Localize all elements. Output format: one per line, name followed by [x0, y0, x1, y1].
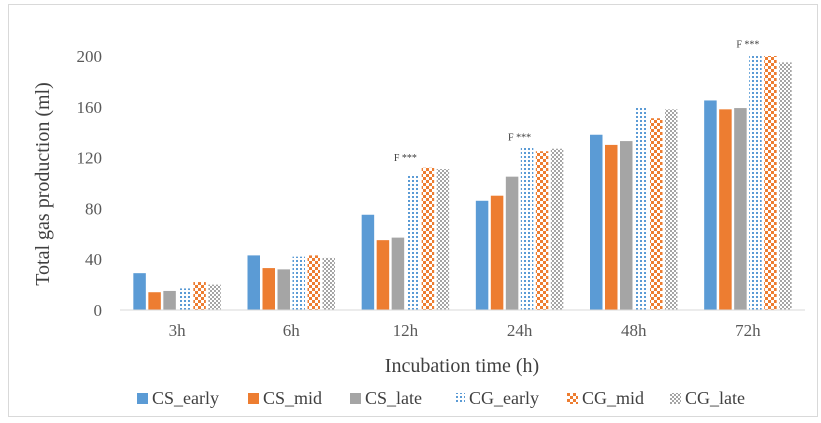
bar-CS_early-3h	[133, 273, 146, 310]
legend-swatch-CG_early	[454, 393, 465, 404]
bar-CG_mid-12h	[421, 167, 435, 310]
legend-label: CS_late	[365, 388, 422, 408]
x-tick-label: 12h	[393, 321, 419, 340]
legend: CS_early CS_mid CS_late CG_early CG_mid CG_la…	[137, 388, 745, 408]
y-tick-label: 80	[85, 199, 102, 218]
bar-CS_late-72h	[734, 108, 747, 310]
bars	[133, 54, 792, 311]
legend-label: CS_early	[152, 388, 219, 408]
bar-CS_mid-12h	[376, 240, 390, 310]
bar-CG_mid-24h	[535, 151, 549, 310]
bar-CG_early-6h	[292, 256, 305, 310]
x-axis-title: Incubation time (h)	[385, 355, 539, 377]
bar-CG_late-24h	[550, 148, 564, 310]
legend-label: CG_mid	[582, 388, 644, 408]
bar-CG_late-6h	[322, 257, 335, 310]
x-axis: 3h 6h 12h 24h 48h 72h	[169, 321, 762, 340]
bar-CG_late-3h	[208, 284, 221, 310]
bar-CG_mid-48h	[650, 118, 663, 310]
y-tick-label: 200	[77, 47, 103, 66]
legend-swatch-CG_mid	[567, 393, 578, 404]
bar-CS_late-12h	[391, 237, 405, 310]
x-tick-label: 48h	[621, 321, 647, 340]
significance-annotation: F ***	[508, 132, 531, 143]
x-tick-label: 3h	[169, 321, 187, 340]
bar-CG_mid-6h	[307, 255, 320, 310]
y-tick-label: 160	[77, 98, 103, 117]
bar-CS_mid-3h	[148, 292, 161, 310]
bar-CS_mid-72h	[719, 109, 732, 310]
legend-swatch-CS_early	[137, 393, 148, 404]
bar-CG_early-12h	[406, 174, 420, 310]
significance-annotation: F ***	[394, 153, 417, 164]
bar-CG_late-72h	[779, 62, 792, 310]
bar-CS_early-12h	[361, 214, 375, 310]
y-tick-label: 0	[94, 301, 103, 320]
y-tick-label: 120	[77, 149, 103, 168]
significance-annotation: F ***	[736, 40, 759, 51]
y-tick-label: 40	[85, 250, 102, 269]
bar-CG_late-48h	[665, 109, 678, 310]
bar-CS_mid-6h	[262, 268, 275, 310]
bar-CS_late-24h	[505, 176, 519, 310]
bar-CS_early-72h	[704, 100, 717, 310]
y-axis-title: Total gas production (ml)	[32, 82, 54, 286]
bar-CG_late-12h	[436, 169, 450, 310]
bar-CG_early-24h	[520, 147, 534, 310]
legend-swatch-CS_late	[350, 393, 361, 404]
bar-CS_mid-24h	[490, 195, 504, 310]
bar-CS_early-48h	[590, 134, 603, 310]
bar-CS_late-3h	[163, 290, 176, 310]
bar-CS_mid-48h	[605, 144, 618, 310]
bar-CG_early-3h	[178, 288, 191, 310]
legend-swatch-CS_mid	[248, 393, 259, 404]
y-axis: 0 40 80 120 160 200	[77, 47, 103, 320]
bar-CS_early-6h	[247, 255, 260, 310]
x-tick-label: 24h	[507, 321, 533, 340]
bar-CS_late-48h	[620, 141, 633, 310]
x-tick-label: 72h	[735, 321, 761, 340]
legend-label: CG_late	[685, 388, 745, 408]
bar-CG_early-48h	[635, 106, 648, 310]
bar-CS_late-6h	[277, 269, 290, 310]
bar-CG_mid-72h	[764, 56, 777, 310]
legend-swatch-CG_late	[670, 393, 681, 404]
legend-label: CG_early	[469, 388, 539, 408]
bar-CG_mid-3h	[193, 282, 206, 310]
bar-CG_early-72h	[749, 54, 762, 311]
x-tick-label: 6h	[283, 321, 301, 340]
annotations: F *** F *** F ***	[394, 40, 760, 164]
bar-CS_early-24h	[475, 200, 489, 310]
legend-label: CS_mid	[263, 388, 322, 408]
